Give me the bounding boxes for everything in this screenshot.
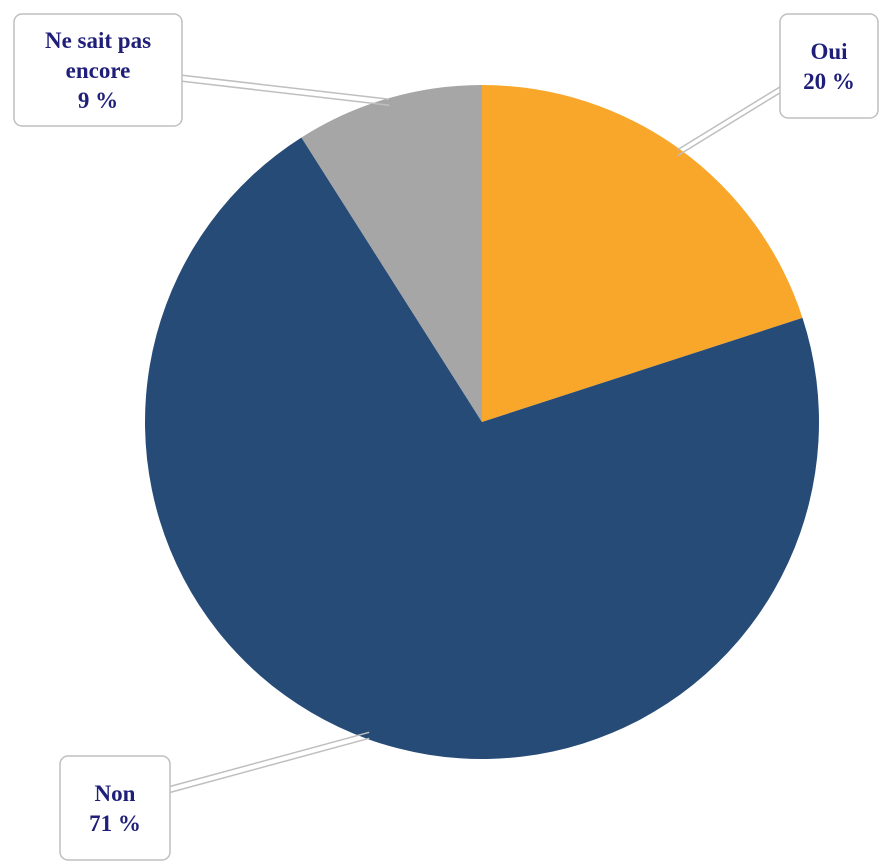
leader-line-ne-sait-pas-encore [179, 80, 390, 106]
leader-lines [167, 74, 784, 794]
leader-line-non [167, 731, 370, 788]
leader-line-oui [677, 84, 784, 151]
data-label-oui: Oui 20 % [803, 39, 855, 94]
leader-line-oui [677, 90, 784, 157]
pie-slice-oui [482, 85, 803, 422]
leader-line-ne-sait-pas-encore [179, 74, 390, 100]
label-box-oui [779, 13, 879, 119]
data-label-ne-sait-pas-encore: Ne sait pas encore 9 % [45, 28, 151, 113]
pie-slices [145, 85, 820, 759]
leader-line-non [167, 737, 370, 794]
data-labels: Oui 20 % Non 71 % Ne sait pas encore 9 % [13, 13, 879, 861]
label-box-ne-sait-pas-encore [13, 13, 183, 127]
pie-slice-ne-sait-pas-encore [301, 85, 482, 422]
label-box-non [59, 755, 171, 861]
data-label-non: Non 71 % [89, 781, 141, 836]
pie-slice-non [145, 137, 820, 759]
